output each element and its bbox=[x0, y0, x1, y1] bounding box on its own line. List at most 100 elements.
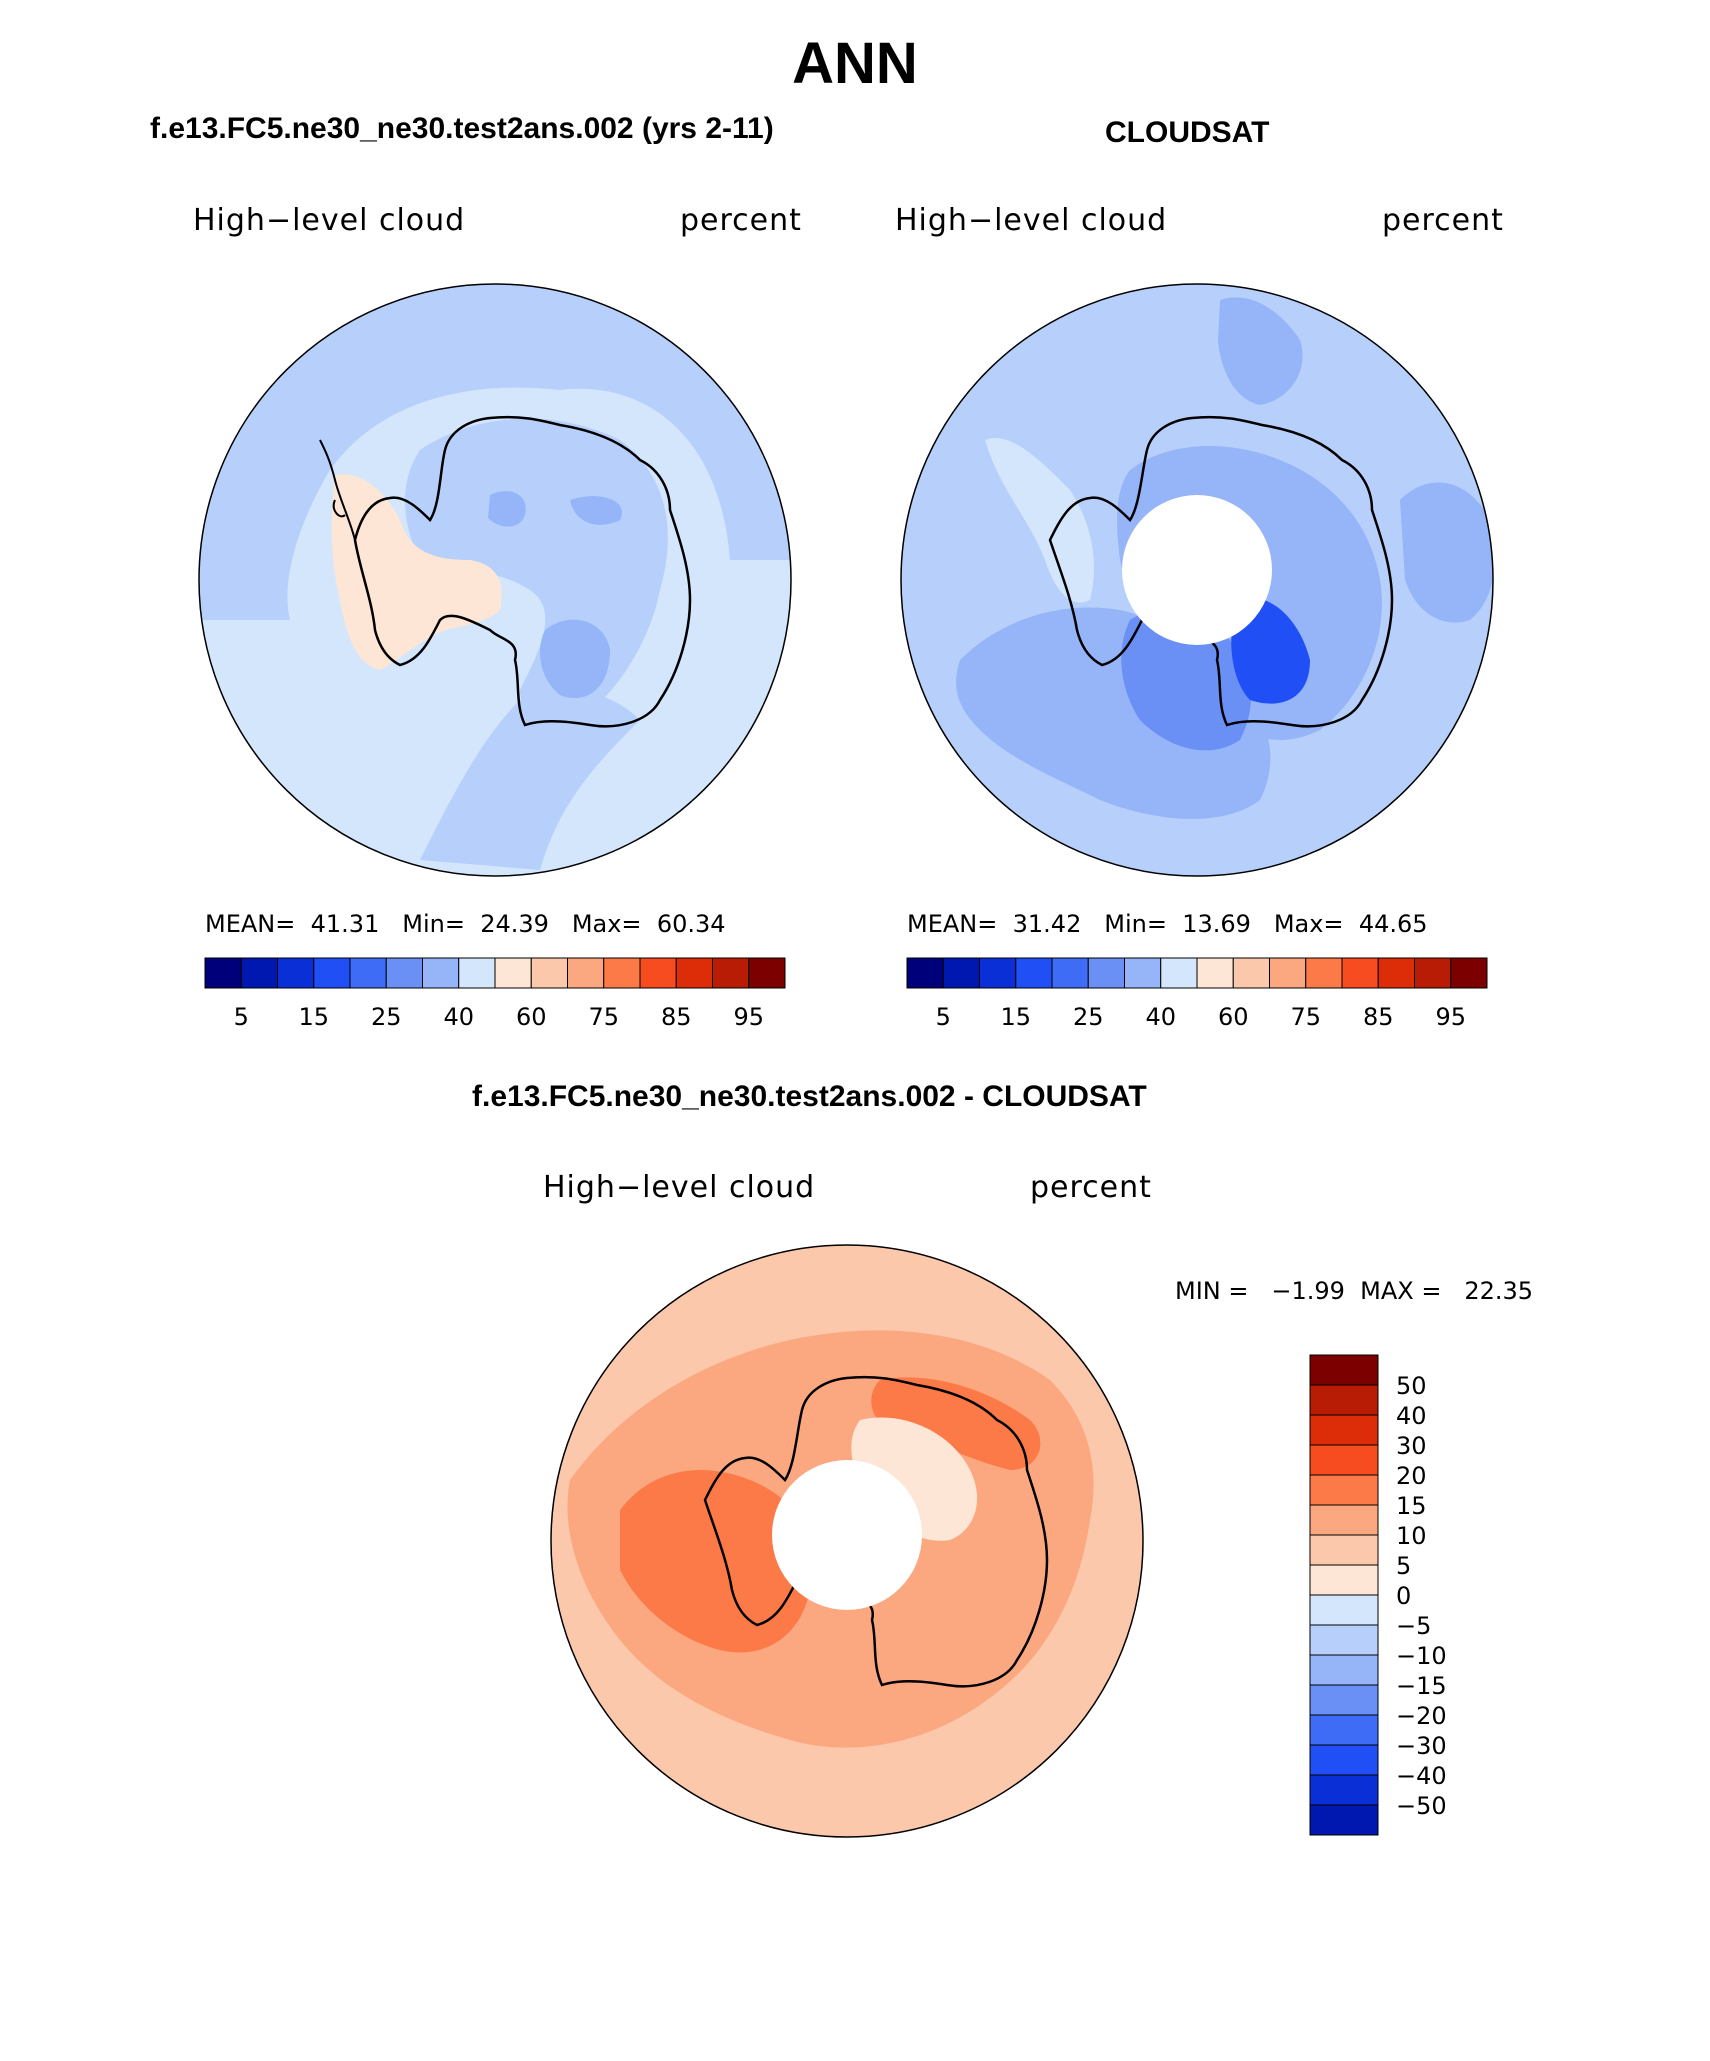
diff-colorbar-tick-label: 30 bbox=[1396, 1432, 1427, 1460]
obs-coastline bbox=[1048, 415, 1394, 728]
diff-variable-label: High−level cloud bbox=[543, 1170, 816, 1205]
obs-colorbar-tick-label: 15 bbox=[1000, 1003, 1031, 1031]
obs-colorbar-swatch bbox=[906, 957, 944, 989]
model-colorbar-swatch bbox=[277, 957, 315, 989]
model-max-label: Max= bbox=[571, 910, 642, 938]
diff-colorbar-swatch bbox=[1309, 1354, 1379, 1386]
diff-colorbar-swatch bbox=[1309, 1654, 1379, 1686]
obs-colorbar-swatch bbox=[1269, 957, 1307, 989]
obs-colorbar-swatch bbox=[1450, 957, 1488, 989]
diff-colorbar-tick-label: −30 bbox=[1396, 1732, 1447, 1760]
model-colorbar-swatch bbox=[675, 957, 713, 989]
diff-colorbar-swatch bbox=[1309, 1534, 1379, 1566]
model-mean-value: 41.31 bbox=[310, 910, 380, 938]
model-colorbar-tick-label: 25 bbox=[371, 1003, 402, 1031]
obs-top-lobe bbox=[1218, 297, 1303, 405]
model-mid-band bbox=[199, 284, 791, 620]
obs-colorbar-swatch bbox=[1377, 957, 1415, 989]
model-colorbar-swatch bbox=[567, 957, 605, 989]
obs-colorbar-swatch bbox=[1232, 957, 1270, 989]
diff-map-border bbox=[550, 1244, 1144, 1838]
diff-colorbar-tick-label: 15 bbox=[1396, 1492, 1427, 1520]
diff-upper-arc bbox=[871, 1377, 1041, 1470]
obs-colorbar-swatch bbox=[979, 957, 1017, 989]
diff-colorbar-swatch bbox=[1309, 1594, 1379, 1626]
obs-colorbar-tick-label: 95 bbox=[1435, 1003, 1466, 1031]
model-interior-high bbox=[488, 491, 526, 527]
diff-colorbar-swatch bbox=[1309, 1804, 1379, 1836]
model-colorbar-swatch bbox=[385, 957, 423, 989]
model-colorbar-tick-label: 40 bbox=[443, 1003, 474, 1031]
obs-mean-label: MEAN= bbox=[907, 910, 998, 938]
model-max-value: 60.34 bbox=[656, 910, 726, 938]
diff-colorbar-swatch bbox=[1309, 1384, 1379, 1416]
diff-colorbar-tick-label: 10 bbox=[1396, 1522, 1427, 1550]
model-mid-lobe bbox=[420, 689, 640, 870]
obs-colorbar-swatch bbox=[1087, 957, 1125, 989]
obs-colorbar-swatch bbox=[1196, 957, 1234, 989]
obs-dark-core bbox=[1231, 598, 1310, 704]
obs-colorbar-swatch bbox=[1051, 957, 1089, 989]
obs-case-title: CLOUDSAT bbox=[1105, 116, 1270, 149]
model-colorbar-swatch bbox=[458, 957, 496, 989]
obs-colorbar-swatch bbox=[1341, 957, 1379, 989]
model-colorbar-swatch bbox=[240, 957, 278, 989]
model-min-label: Min= bbox=[402, 910, 465, 938]
model-units-label: percent bbox=[680, 203, 802, 238]
model-colorbar: 5 15 25 40 60 75 85 95 bbox=[204, 957, 786, 1031]
diff-inner-field bbox=[620, 1470, 813, 1653]
diff-colorbar-swatch bbox=[1309, 1714, 1379, 1746]
model-colorbar-tick-label: 5 bbox=[234, 1003, 249, 1031]
obs-colorbar-tick-label: 25 bbox=[1073, 1003, 1104, 1031]
diff-colorbar-swatch bbox=[1309, 1774, 1379, 1806]
diff-case-title: f.e13.FC5.ne30_ne30.test2ans.002 - CLOUD… bbox=[472, 1080, 1147, 1113]
model-min-value: 24.39 bbox=[480, 910, 549, 938]
obs-stats: MEAN= 31.42 Min= 13.69 Max= 44.65 bbox=[907, 910, 1428, 938]
diff-colorbar-tick-label: 50 bbox=[1396, 1372, 1427, 1400]
model-colorbar-tick-label: 95 bbox=[733, 1003, 764, 1031]
model-colorbar-swatch bbox=[748, 957, 786, 989]
model-colorbar-swatch bbox=[313, 957, 351, 989]
obs-inner-core bbox=[1121, 609, 1251, 751]
obs-colorbar: 5 15 25 40 60 75 85 95 bbox=[906, 957, 1488, 1031]
diff-stats: MIN = −1.99 MAX = 22.35 bbox=[1175, 1277, 1534, 1305]
model-colorbar-swatch bbox=[494, 957, 532, 989]
obs-colorbar-swatch bbox=[1124, 957, 1162, 989]
model-colorbar-tick-label: 75 bbox=[588, 1003, 619, 1031]
model-mean-label: MEAN= bbox=[205, 910, 296, 938]
obs-min-value: 13.69 bbox=[1182, 910, 1251, 938]
model-coastline bbox=[353, 415, 692, 728]
model-colorbar-swatch bbox=[349, 957, 387, 989]
model-colorbar-swatch bbox=[712, 957, 750, 989]
model-colorbar-tick-label: 85 bbox=[661, 1003, 692, 1031]
obs-pole-hole bbox=[1122, 495, 1272, 645]
diff-colorbar-tick-label: 40 bbox=[1396, 1402, 1427, 1430]
model-colorbar-swatch bbox=[422, 957, 460, 989]
model-interior-high3 bbox=[540, 619, 610, 698]
obs-colorbar-swatch bbox=[942, 957, 980, 989]
model-polar-map bbox=[199, 284, 791, 876]
diff-colorbar-swatch bbox=[1309, 1564, 1379, 1596]
obs-map-border bbox=[900, 283, 1494, 877]
model-peninsula-coast bbox=[319, 439, 356, 541]
diff-colorbar-tick-label: −10 bbox=[1396, 1642, 1447, 1670]
diff-colorbar-swatch bbox=[1309, 1474, 1379, 1506]
model-colorbar-swatch bbox=[639, 957, 677, 989]
model-colorbar-swatch bbox=[603, 957, 641, 989]
obs-colorbar-swatch bbox=[1015, 957, 1053, 989]
diff-colorbar-tick-label: −20 bbox=[1396, 1702, 1447, 1730]
obs-mean-value: 31.42 bbox=[1012, 910, 1082, 938]
diff-colorbar-tick-label: 0 bbox=[1396, 1582, 1411, 1610]
obs-colorbar-tick-label: 60 bbox=[1218, 1003, 1249, 1031]
diff-colorbar-tick-label: −5 bbox=[1396, 1612, 1431, 1640]
obs-peninsula-field bbox=[985, 438, 1094, 603]
model-colorbar-tick-label: 15 bbox=[298, 1003, 329, 1031]
diff-colorbar-swatch bbox=[1309, 1624, 1379, 1656]
diff-colorbar-swatch bbox=[1309, 1414, 1379, 1446]
diff-colorbar-tick-label: −40 bbox=[1396, 1762, 1447, 1790]
model-colorbar-swatch bbox=[530, 957, 568, 989]
obs-max-value: 44.65 bbox=[1358, 910, 1428, 938]
diff-colorbar-swatch bbox=[1309, 1504, 1379, 1536]
model-case-title: f.e13.FC5.ne30_ne30.test2ans.002 (yrs 2-… bbox=[150, 112, 774, 145]
